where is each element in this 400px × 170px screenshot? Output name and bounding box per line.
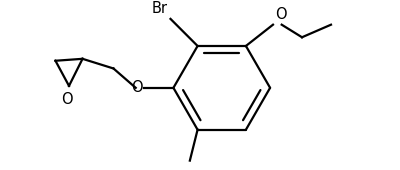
Text: O: O — [61, 92, 73, 107]
Text: Br: Br — [152, 1, 168, 16]
Text: O: O — [131, 80, 142, 95]
Text: O: O — [275, 7, 286, 22]
